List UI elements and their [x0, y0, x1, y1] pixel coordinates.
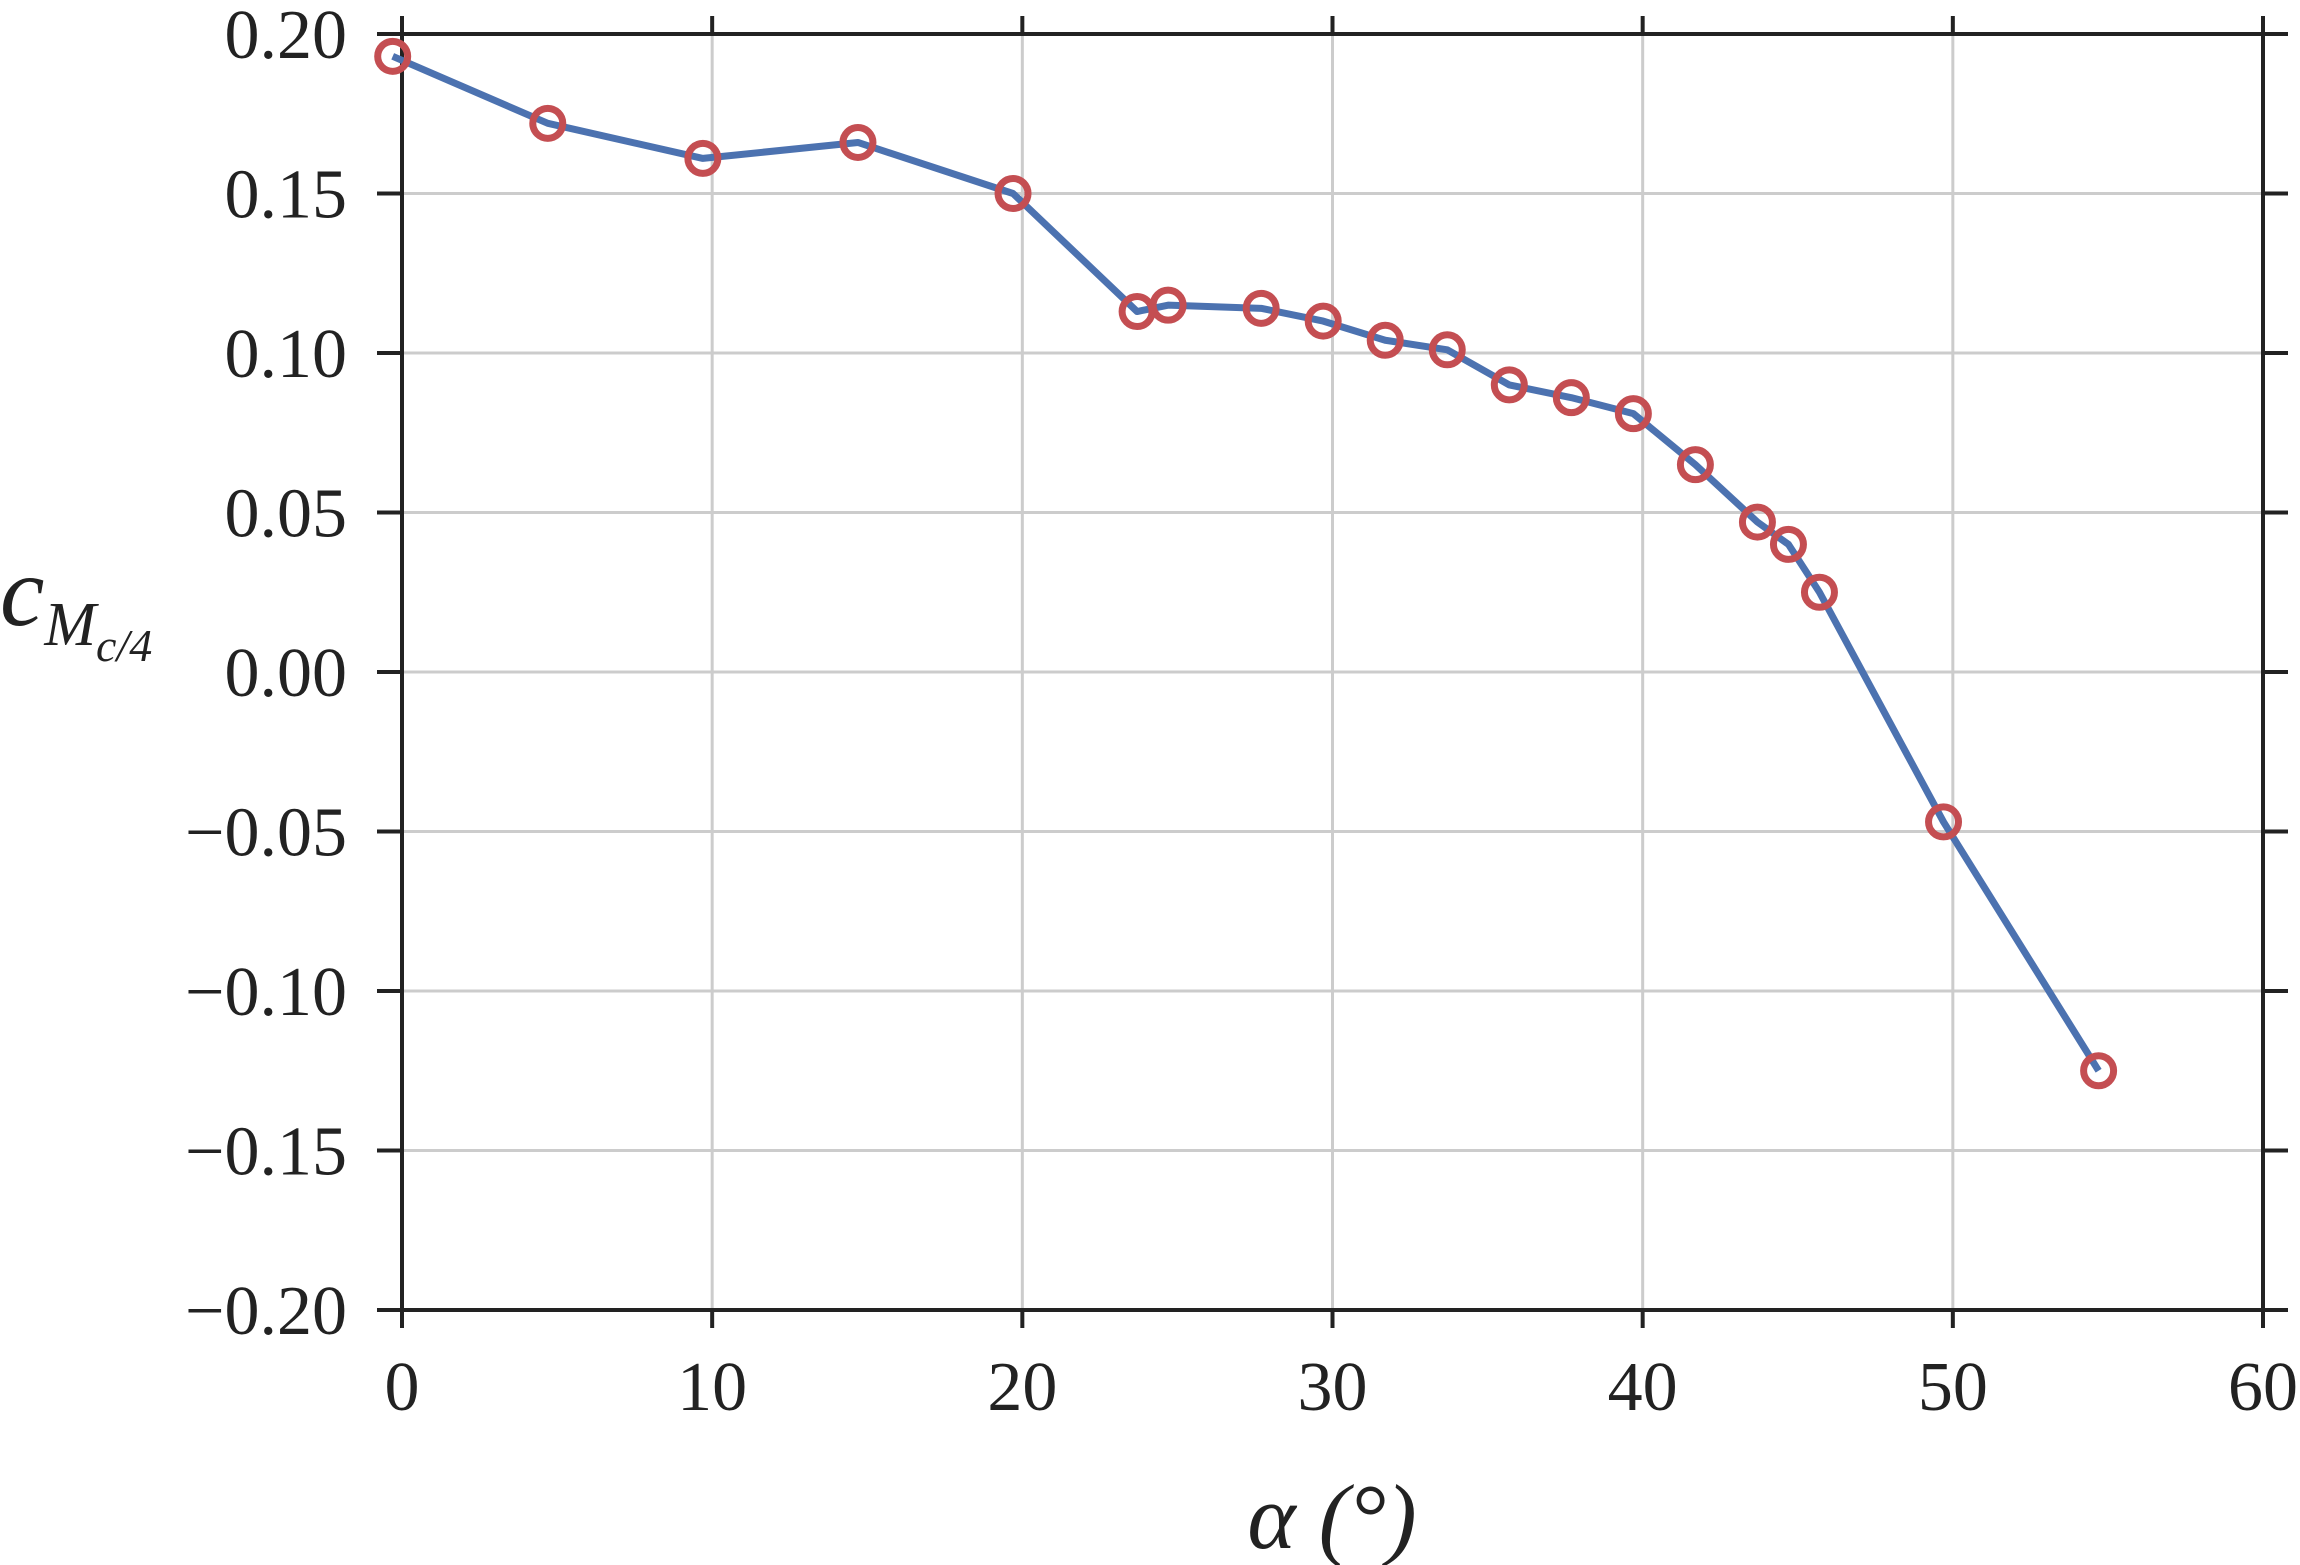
y-tick-label: 0.10	[225, 316, 348, 393]
plot-frame	[400, 32, 2265, 1312]
y-axis-label: cMc/4	[0, 536, 152, 671]
y-label-subsub: c/4	[96, 620, 152, 671]
data-point	[1242, 289, 1280, 327]
x-tick-label: 20	[987, 1349, 1057, 1426]
data-point	[1490, 366, 1528, 404]
data-point	[839, 123, 877, 161]
x-axis-label: α (°)	[1247, 1466, 1416, 1565]
data-point	[994, 175, 1032, 212]
data-point	[1366, 321, 1404, 359]
y-tick-label: −0.15	[185, 1114, 347, 1191]
data-point	[1676, 446, 1714, 484]
y-tick-label: 0.20	[225, 0, 348, 74]
data-point	[1614, 395, 1652, 433]
x-tick-label: 30	[1298, 1349, 1368, 1426]
x-tick-label: 0	[385, 1349, 420, 1426]
x-tick-label: 60	[2228, 1349, 2298, 1426]
data-point	[1769, 525, 1807, 563]
grid	[400, 32, 2265, 1312]
data-point	[1925, 803, 1963, 841]
data-point	[529, 104, 567, 142]
y-label-main: c	[0, 536, 44, 647]
x-tick-label: 50	[1918, 1349, 1988, 1426]
y-tick-label: 0.05	[225, 476, 348, 553]
series-line	[391, 53, 2102, 1073]
x-tick-label: 40	[1608, 1349, 1678, 1426]
series	[374, 37, 2118, 1090]
data-point	[374, 37, 412, 75]
data-point	[1800, 573, 1838, 611]
y-tick-label: −0.10	[185, 954, 347, 1031]
ticks: 0 10 20 30 40 50 60 −0.20 −0.15 −0.10 −0.05 0.00 0.0…	[185, 0, 2298, 1426]
data-point	[1149, 286, 1187, 324]
y-tick-label: 0.15	[225, 157, 348, 234]
data-point	[1304, 302, 1342, 340]
x-tick-label: 10	[677, 1349, 747, 1426]
data-point	[1428, 331, 1466, 369]
y-tick-label: −0.05	[185, 795, 347, 872]
data-point	[1552, 379, 1590, 417]
y-tick-label: −0.20	[185, 1273, 347, 1350]
data-point	[1738, 503, 1776, 541]
y-tick-label: 0.00	[225, 635, 348, 712]
data-point	[684, 139, 722, 177]
y-label-sub: M	[43, 591, 99, 659]
data-point	[2080, 1052, 2118, 1090]
